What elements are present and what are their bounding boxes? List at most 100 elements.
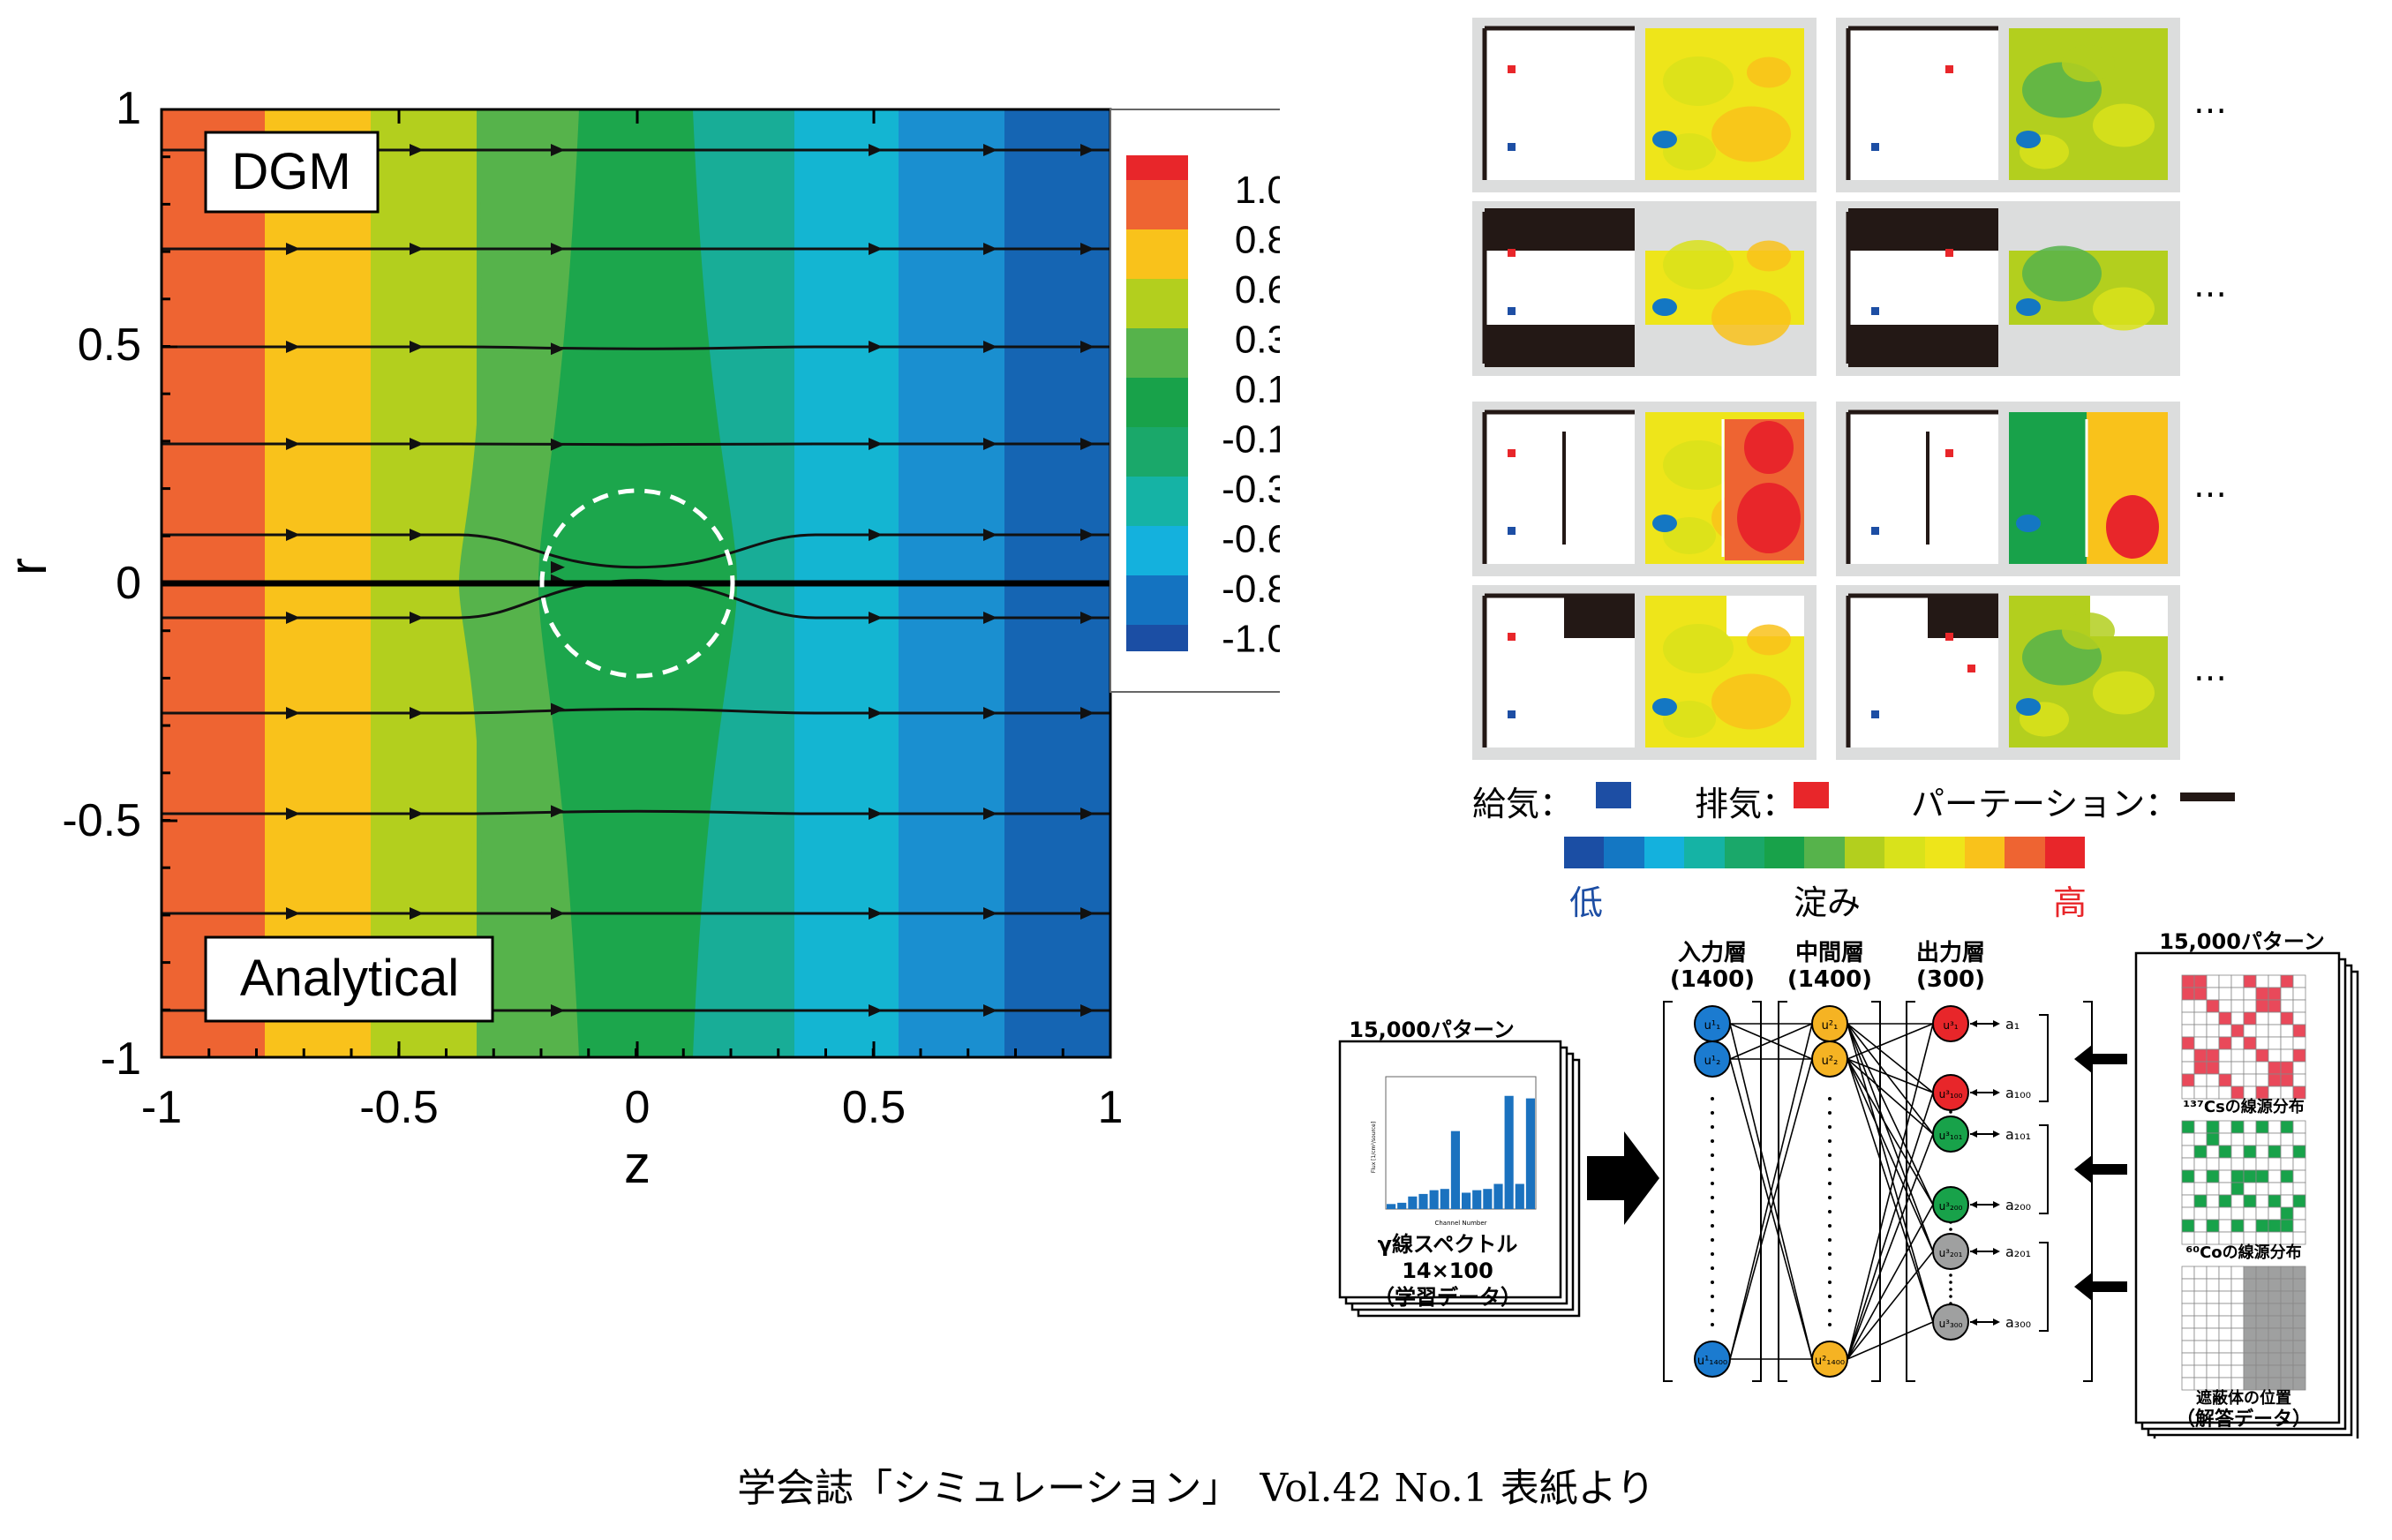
heatmap-supply [1652, 698, 1677, 716]
cs-grid-cell [2268, 999, 2282, 1013]
shield-grid-cell [2243, 1266, 2257, 1280]
output-value-label: a₂₀₁ [2005, 1243, 2031, 1260]
cs-grid-cell [2268, 1036, 2282, 1050]
streamline-arrow [551, 144, 565, 156]
shield-grid-cell [2292, 1278, 2306, 1292]
streamline-arrow [983, 438, 997, 450]
ytick-label: 1 [116, 83, 141, 134]
middle-node [1811, 1341, 1848, 1378]
co-grid-cell [2206, 1219, 2220, 1233]
cs-grid-cell [2193, 1073, 2208, 1087]
spectrum-bar [1483, 1189, 1493, 1209]
cs-grid-cell [2292, 1036, 2306, 1050]
cs-grid-cell [2230, 987, 2245, 1001]
streamline-arrow [1080, 707, 1094, 719]
streamline-arrow [1080, 808, 1094, 820]
ellipsis-dot [1711, 1139, 1714, 1143]
streamline-arrow [410, 707, 424, 719]
co-grid-cell [2218, 1219, 2232, 1233]
streamline-arrow [410, 529, 424, 541]
co-grid-cell [2218, 1120, 2232, 1134]
cs-grid-cell [2218, 1073, 2232, 1087]
colorbar-tick-label: -0.1 [1222, 418, 1280, 462]
cs-grid-cell [2230, 1073, 2245, 1087]
co-grid-cell [2230, 1194, 2245, 1208]
streamline-arrow [983, 1004, 997, 1017]
shield-grid-cell [2268, 1327, 2282, 1341]
shield-grid-cell [2268, 1266, 2282, 1280]
scale-swatch [1924, 837, 1965, 868]
dgm-label: DGM [231, 143, 350, 200]
co-grid-cell [2268, 1132, 2282, 1146]
colorbar-tick-label: -0.3 [1222, 468, 1280, 511]
co-grid-cell [2268, 1120, 2282, 1134]
streamline-arrow [1080, 243, 1094, 255]
output-arrowhead [1993, 1248, 2000, 1255]
cs-grid-cell [2280, 974, 2294, 988]
co-grid-cell [2280, 1169, 2294, 1183]
shield-grid-cell [2255, 1278, 2269, 1292]
cs-grid-cell [2255, 987, 2269, 1001]
ellipsis-dot [1828, 1210, 1832, 1213]
streamline-arrow [869, 529, 883, 541]
spectrum-ylabel: Flux [1/cm²/source] [1371, 1122, 1377, 1173]
colorbar-tick-label: 0.3 [1235, 319, 1280, 362]
output-node [1932, 1074, 1969, 1111]
scale-swatch [2044, 837, 2086, 868]
spectrum-title: γ線スペクトル [1378, 1232, 1518, 1257]
partition-block [1564, 596, 1635, 638]
co-grid-cell [2181, 1231, 2195, 1245]
x-axis-label: z [624, 1135, 651, 1194]
output-node [1932, 1116, 1969, 1153]
heatmap-supply [1652, 515, 1677, 532]
cs-grid-cell [2230, 1086, 2245, 1100]
scale-swatch [1644, 837, 1685, 868]
streamline-arrow [551, 342, 565, 356]
layer-title: 入力層 [1678, 940, 1747, 966]
cs-grid-cell [2280, 1036, 2294, 1050]
cs-grid-cell [2218, 1036, 2232, 1050]
shield-grid-cell [2218, 1315, 2232, 1329]
cs-grid-cell [2206, 974, 2220, 988]
partition-swatch [2180, 793, 2235, 801]
streamline-arrow [869, 243, 883, 255]
cs-grid-cell [2181, 1036, 2195, 1050]
shield-grid-cell [2193, 1364, 2208, 1378]
co-grid-cell [2181, 1182, 2195, 1196]
streamline-arrow [410, 612, 424, 624]
shield-grid-cell [2280, 1352, 2294, 1366]
input-node-label: u¹₂ [1704, 1055, 1721, 1068]
streamline-arrow [410, 243, 424, 255]
shield-grid-cell [2255, 1352, 2269, 1366]
connection [1847, 1321, 1934, 1360]
co-grid-cell [2255, 1219, 2269, 1233]
streamline [162, 533, 1110, 569]
co-grid-cell [2243, 1182, 2257, 1196]
cs-grid-cell [2181, 1086, 2195, 1100]
cs-grid-cell [2255, 1048, 2269, 1063]
more-patterns-ellipsis: … [2193, 266, 2227, 304]
shield-grid-cell [2280, 1303, 2294, 1317]
ellipsis-dot [1949, 1281, 1952, 1284]
shield-grid-cell [2181, 1364, 2195, 1378]
co-grid-cell [2255, 1145, 2269, 1159]
connection [1847, 1204, 1934, 1360]
streamline-arrow [286, 808, 300, 820]
ellipsis-dot [1711, 1252, 1714, 1256]
heatmap-region [2106, 495, 2159, 559]
streamline-arrow [410, 438, 424, 450]
scale-low-label: 低 [1569, 883, 1604, 922]
cs-grid-cell [2181, 1048, 2195, 1063]
cs-grid-cell [2243, 1048, 2257, 1063]
co-grid-cell [2243, 1145, 2257, 1159]
co-grid-cell [2193, 1169, 2208, 1183]
shield-grid-cell [2255, 1315, 2269, 1329]
co-grid-cell [2243, 1219, 2257, 1233]
connection [1847, 1058, 1934, 1135]
cs-grid-cell [2292, 987, 2306, 1001]
scale-high-label: 高 [2053, 883, 2087, 922]
scale-swatch [1884, 837, 1925, 868]
streamline-arrow [869, 612, 883, 624]
heatmap-supply [2016, 131, 2041, 148]
streamline [162, 809, 1110, 815]
